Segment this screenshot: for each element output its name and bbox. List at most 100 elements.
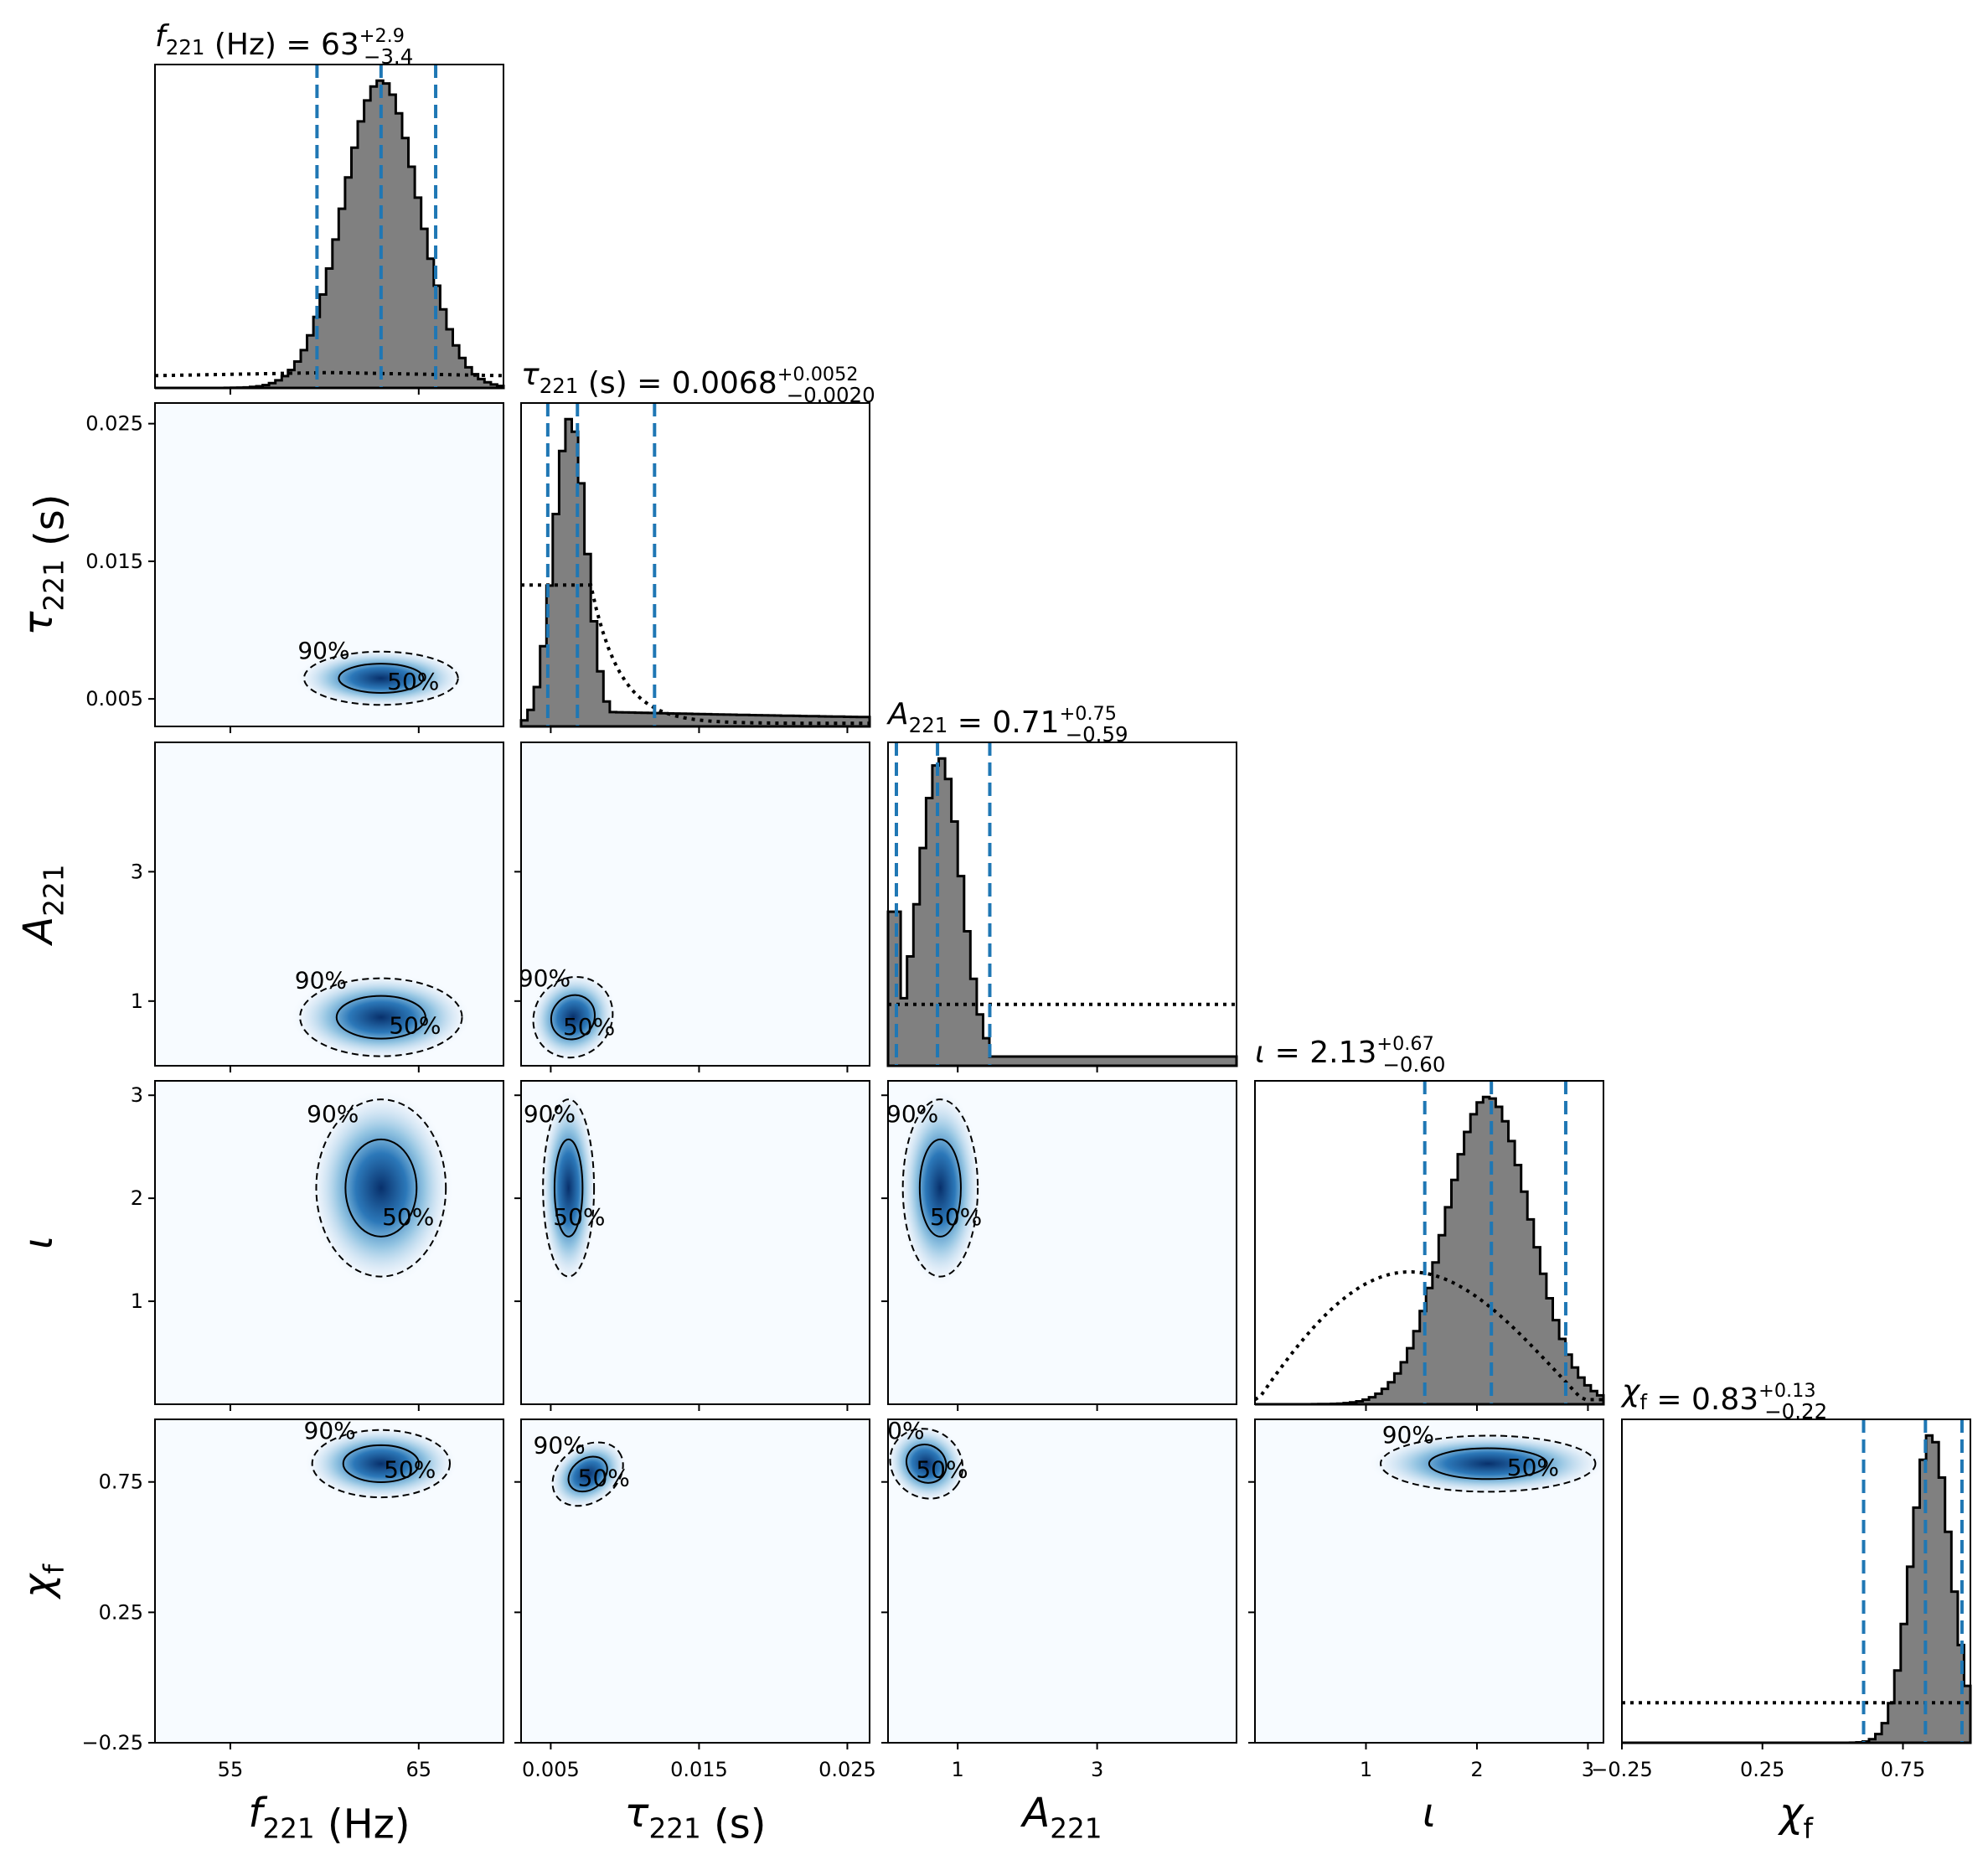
density-panel-f221-chif: 50% 90% <box>154 1417 504 1744</box>
contour-50 <box>553 1138 584 1238</box>
contour-label-90: 90% <box>886 1100 938 1128</box>
density-blob <box>295 649 467 708</box>
density-blob <box>308 1088 454 1287</box>
y-axis-label-tau221: τ221 (s) <box>15 494 73 636</box>
contour-label-50: 50% <box>387 668 439 695</box>
title-A221: A221 = 0.71+0.75 −0.59 <box>886 697 1128 747</box>
marginal-panel-f221: f221 (Hz) = 63+2.9 −3.4 <box>154 19 505 390</box>
y-tick-label: 0.005 <box>85 687 143 711</box>
x-axis-label-chif: χf <box>1777 1790 1814 1844</box>
x-tick-label: 0.015 <box>670 1758 728 1781</box>
contour-90 <box>302 650 459 706</box>
contour-50 <box>338 663 425 694</box>
density-blob <box>898 1088 983 1287</box>
y-tick-label: 0.025 <box>85 412 143 436</box>
prior-curve <box>521 583 870 726</box>
y-tick-label: 0.015 <box>85 550 143 573</box>
y-tick-label: 0.25 <box>99 1600 143 1624</box>
contour-90 <box>542 1098 596 1278</box>
density-panel-tau221-iota: 50% 90% <box>520 1080 870 1405</box>
density-panel-f221-tau221: 50% 90% <box>154 402 504 727</box>
y-tick-label: 0.75 <box>99 1470 143 1494</box>
contour-50 <box>335 995 426 1040</box>
contour-label-50: 50% <box>578 1464 630 1491</box>
y-axis-label-A221: A221 <box>15 864 70 946</box>
density-blob <box>540 1088 597 1287</box>
contour-label-50: 50% <box>553 1203 605 1231</box>
contour-label-50: 50% <box>1507 1454 1559 1481</box>
contour-90 <box>299 977 463 1057</box>
contour-label-90: 90% <box>872 1417 924 1444</box>
contour-90 <box>889 1428 964 1500</box>
posterior-histogram <box>886 757 1238 1067</box>
x-tick-label: 55 <box>218 1758 244 1781</box>
x-tick-label: 65 <box>406 1758 432 1781</box>
x-tick-label: 1 <box>952 1758 964 1781</box>
density-panel-tau221-A221: 50% 90% <box>520 742 870 1067</box>
contour-90 <box>551 1441 624 1507</box>
panels: f221 (Hz) = 63+2.9 −3.4 τ221 (s) = 0.0068+… <box>15 19 1972 1847</box>
contour-label-50: 50% <box>384 1456 436 1484</box>
contour-label-90: 90% <box>534 1431 586 1459</box>
contour-50 <box>906 1444 948 1484</box>
marginal-panel-A221: A221 = 0.71+0.75 −0.59 <box>886 697 1238 1067</box>
title-tau221: τ221 (s) = 0.0068+0.0052 −0.0020 <box>521 358 875 407</box>
density-blob <box>888 1424 968 1503</box>
title-f221: f221 (Hz) = 63+2.9 −3.4 <box>155 19 413 69</box>
x-tick-label: 0.75 <box>1881 1758 1925 1781</box>
title-chif: χf = 0.83+0.13 −0.22 <box>1620 1374 1827 1424</box>
contour-50 <box>344 1138 418 1238</box>
y-tick-label: −0.25 <box>81 1731 143 1754</box>
x-axis-label-iota: ι <box>1423 1790 1436 1837</box>
x-tick-label: 1 <box>1360 1758 1372 1781</box>
marginal-panel-iota: ι = 2.13+0.67 −0.60 <box>1253 1033 1605 1406</box>
x-axis-label-f221: f221 (Hz) <box>248 1790 410 1847</box>
density-blob <box>548 1439 627 1510</box>
x-axis-label-tau221: τ221 (s) <box>625 1790 767 1847</box>
contour-label-90: 90% <box>524 1100 576 1128</box>
density-panel-A221-iota: 50% 90% <box>886 1080 1237 1405</box>
contour-label-50: 50% <box>389 1012 441 1040</box>
contour-50 <box>550 994 596 1041</box>
x-tick-label: 0.025 <box>818 1758 876 1781</box>
contour-90 <box>1380 1434 1597 1493</box>
x-tick-label: 0.005 <box>522 1758 580 1781</box>
contour-label-90: 90% <box>304 1417 356 1444</box>
y-tick-label: 1 <box>131 1289 143 1313</box>
contour-label-50: 50% <box>916 1456 968 1484</box>
prior-curve <box>1253 1269 1603 1402</box>
contour-50 <box>567 1455 608 1493</box>
x-axis-label-A221: A221 <box>1020 1790 1102 1844</box>
contour-label-50: 50% <box>930 1203 982 1231</box>
density-panel-tau221-chif: 50%90% <box>520 1419 870 1744</box>
contour-label-90: 90% <box>295 967 347 995</box>
x-tick-label: 0.25 <box>1740 1758 1784 1781</box>
contour-label-90: 90% <box>1382 1421 1434 1449</box>
density-panel-iota-chif: 50% 90% <box>1254 1419 1604 1744</box>
density-panel-f221-iota: 50% 90% <box>154 1080 504 1405</box>
x-tick-label: −0.25 <box>1591 1758 1653 1781</box>
contour-90 <box>901 1098 979 1278</box>
y-tick-label: 2 <box>131 1186 143 1210</box>
density-blob <box>290 974 472 1061</box>
density-panel-A221-chif: 50%90% <box>872 1417 1237 1744</box>
density-blob <box>529 972 617 1062</box>
marginal-panel-chif: χf = 0.83+0.13 −0.22 <box>1620 1374 1972 1744</box>
density-blob <box>304 1426 458 1501</box>
title-iota: ι = 2.13+0.67 −0.60 <box>1255 1033 1445 1077</box>
marginal-panel-tau221: τ221 (s) = 0.0068+0.0052 −0.0020 <box>519 358 875 728</box>
y-tick-label: 1 <box>131 990 143 1013</box>
y-tick-label: 3 <box>131 1083 143 1107</box>
y-axis-label-iota: ι <box>15 1236 62 1249</box>
x-tick-label: 2 <box>1470 1758 1483 1781</box>
density-blob <box>1368 1432 1603 1496</box>
contour-50 <box>918 1138 962 1238</box>
contour-90 <box>311 1429 452 1499</box>
contour-label-50: 50% <box>382 1203 434 1231</box>
x-tick-label: 3 <box>1582 1758 1594 1781</box>
contour-50 <box>342 1444 420 1483</box>
y-axis-label-chif: χf <box>15 1563 70 1600</box>
contour-label-90: 90% <box>307 1100 359 1128</box>
contour-90 <box>315 1098 447 1278</box>
